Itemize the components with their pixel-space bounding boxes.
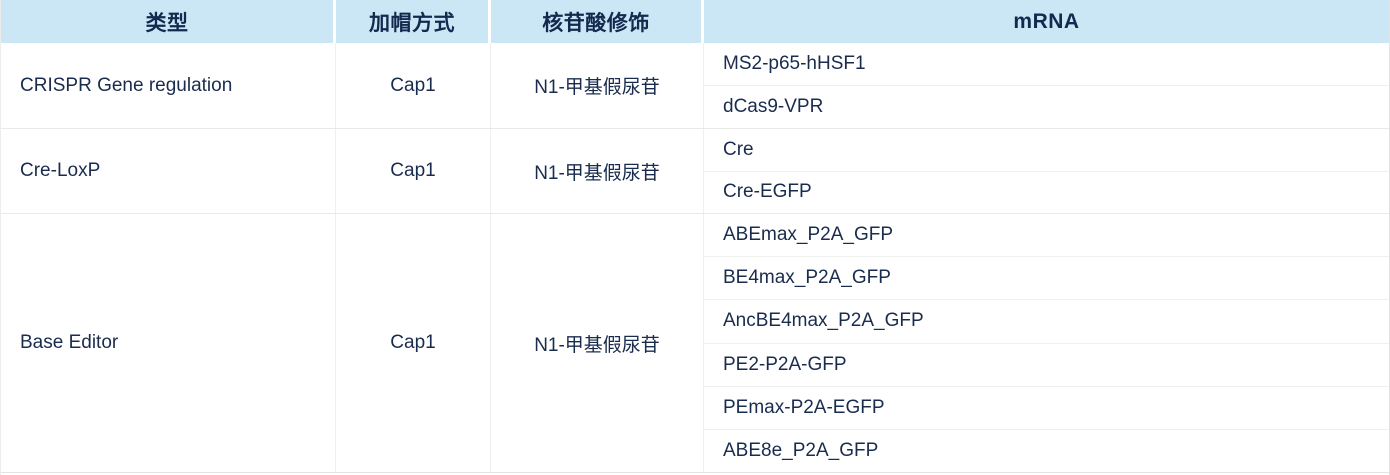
table-row-group-cre-loxp: Cre-LoxP Cap1 N1-甲基假尿苷 Cre Cre-EGFP (1, 128, 1389, 213)
cell-type: Cre-LoxP (1, 129, 336, 213)
cell-capping: Cap1 (336, 43, 491, 128)
table-header-row: 类型 加帽方式 核苷酸修饰 mRNA (1, 0, 1389, 43)
cell-type: CRISPR Gene regulation (1, 43, 336, 128)
mrna-item: MS2-p65-hHSF1 (723, 53, 866, 74)
cell-capping: Cap1 (336, 214, 491, 472)
cell-modification: N1-甲基假尿苷 (491, 129, 704, 213)
mrna-item: ABEmax_P2A_GFP (723, 224, 894, 246)
cell-type: Base Editor (1, 214, 336, 472)
mrna-item: AncBE4max_P2A_GFP (704, 299, 1389, 342)
mrna-item: PEmax-P2A-EGFP (704, 385, 1389, 429)
table-row-group-base-editor: Base Editor Cap1 N1-甲基假尿苷 ABEmax_P2A_GFP… (1, 213, 1389, 472)
mrna-item: Cre-EGFP (704, 170, 1389, 214)
mrna-item: dCas9-VPR (704, 85, 1389, 128)
header-nucleotide-modification: 核苷酸修饰 (491, 0, 701, 43)
mrna-item: Cre (723, 138, 754, 160)
table-row-group-crispr: CRISPR Gene regulation Cap1 N1-甲基假尿苷 MS2… (1, 43, 1389, 128)
mrna-item: PE2-P2A-GFP (704, 342, 1389, 386)
header-type: 类型 (1, 0, 333, 43)
mrna-list: ABEmax_P2A_GFP BE4max_P2A_GFP AncBE4max_… (704, 214, 1389, 472)
mrna-item: ABE8e_P2A_GFP (704, 428, 1389, 472)
mrna-list: Cre Cre-EGFP (704, 129, 1389, 213)
header-capping-method: 加帽方式 (336, 0, 488, 43)
cell-modification: N1-甲基假尿苷 (491, 43, 704, 128)
cell-capping: Cap1 (336, 129, 491, 213)
mrna-list: MS2-p65-hHSF1 dCas9-VPR (704, 43, 1389, 128)
cell-modification: N1-甲基假尿苷 (491, 214, 704, 472)
mrna-item: BE4max_P2A_GFP (704, 256, 1389, 299)
table-bottom-border (1, 472, 1389, 473)
header-mrna: mRNA (704, 0, 1389, 43)
